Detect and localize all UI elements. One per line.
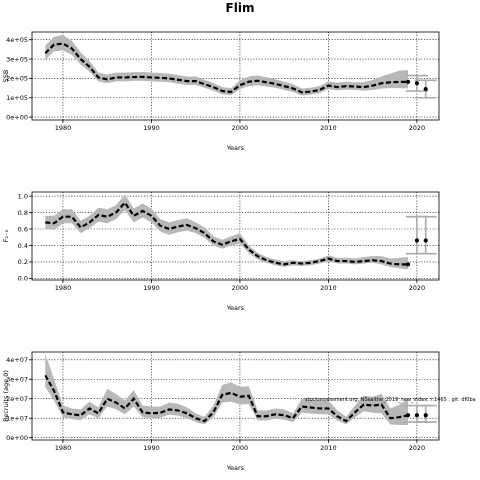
fbar-xtick-label-4: 2020 <box>409 284 426 292</box>
recruits-estimate-line <box>44 374 409 423</box>
fbar-ytick-label-5: 1.0 <box>18 192 28 200</box>
ssb-ytick-label-2: 2e+05 <box>6 75 28 83</box>
ssb-plot-frame <box>31 31 440 121</box>
fbar-confidence-band <box>45 194 409 270</box>
ssb-forecast-point-0 <box>405 79 411 84</box>
recruits-ytick-label-2: 2e+07 <box>6 395 28 403</box>
ssb-ytick-label-4: 4e+05 <box>6 36 28 44</box>
ssb-xtick-label-3: 2010 <box>320 124 337 132</box>
recruits-forecast-point-2 <box>423 413 428 418</box>
fbar-y-axis-label: F₂₋₆ <box>2 229 10 242</box>
fbar-plot-frame <box>31 191 440 281</box>
ssb-ytick-label-1: 1e+05 <box>6 94 28 102</box>
fbar-ytick-label-1: 0.2 <box>18 258 28 266</box>
provenance-annotation: stockassessment.org, NSsaithe_2019_new_i… <box>305 397 476 403</box>
ssb-confidence-band <box>45 34 409 96</box>
recruits-xtick-label-4: 2020 <box>409 444 426 452</box>
recruits-xtick-label-3: 2010 <box>320 444 337 452</box>
ssb-y-axis-label: SSB <box>2 70 10 83</box>
recruits-plot-frame <box>31 351 440 441</box>
ssb-ytick-label-3: 3e+05 <box>6 55 28 63</box>
fbar-estimate-line <box>45 200 409 266</box>
fbar-xtick-label-1: 1990 <box>143 284 160 292</box>
fbar-forecast-point-2 <box>423 238 428 243</box>
recruits-panel: 1980 1990 2000 2010 2020 0e+00 1e+07 2e+07 3e+07… <box>2 351 440 472</box>
fbar-ytick-label-4: 0.8 <box>18 209 28 217</box>
recruits-x-axis-label: Years <box>226 464 245 472</box>
recruits-ytick-label-0: 0e+00 <box>6 434 28 442</box>
ssb-forecast-point-1 <box>414 81 419 86</box>
fbar-xtick-label-3: 2010 <box>320 284 337 292</box>
ssb-xtick-label-2: 2000 <box>232 124 249 132</box>
ssb-x-axis-label: Years <box>226 144 245 152</box>
ssb-xtick-label-1: 1990 <box>143 124 160 132</box>
fbar-ytick-label-2: 0.4 <box>18 242 28 250</box>
fbar-ytick-label-0: 0.0 <box>18 275 28 283</box>
fbar-forecast-point-0 <box>405 262 411 267</box>
ssb-xtick-label-0: 1980 <box>55 124 72 132</box>
ssb-xtick-label-4: 2020 <box>409 124 426 132</box>
ssb-panel: 1980 1990 2000 2010 2020 0e+00 1e+05 2e+05 3e+05… <box>2 31 440 152</box>
recruits-confidence-band <box>45 353 409 426</box>
recruits-forecast-point-1 <box>414 413 419 418</box>
recruits-ytick-label-3: 3e+07 <box>6 376 28 384</box>
figure-title: Flim <box>226 1 255 15</box>
fbar-panel: 1980 1990 2000 2010 2020 0.0 0.2 0.4 0.6 0.8 1.0 Ye… <box>2 191 440 312</box>
recruits-forecast-point-0 <box>405 413 411 418</box>
recruits-y-axis-label: Recruits (age 0) <box>2 370 10 422</box>
fbar-x-axis-label: Years <box>226 304 245 312</box>
recruits-ytick-label-4: 4e+07 <box>6 356 28 364</box>
recruits-xtick-label-2: 2000 <box>232 444 249 452</box>
recruits-ytick-label-1: 1e+07 <box>6 414 28 422</box>
ssb-estimate-line <box>44 42 409 94</box>
ssb-ytick-label-0: 0e+00 <box>6 113 28 121</box>
recruits-xtick-label-0: 1980 <box>55 444 72 452</box>
fbar-xtick-label-0: 1980 <box>55 284 72 292</box>
fbar-ytick-label-3: 0.6 <box>18 225 28 233</box>
ssb-forecast-point-2 <box>423 86 428 92</box>
recruits-xtick-label-1: 1990 <box>143 444 160 452</box>
fbar-xtick-label-2: 2000 <box>232 284 249 292</box>
fbar-forecast-point-1 <box>414 238 419 243</box>
